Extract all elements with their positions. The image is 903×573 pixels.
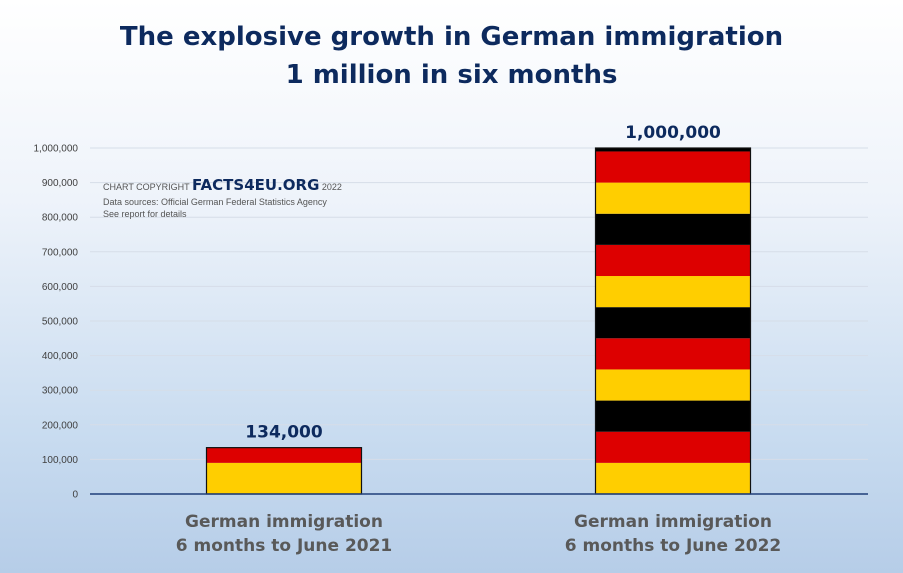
chart-title: The explosive growth in German immigrati… <box>119 22 784 52</box>
bar-stripe <box>595 400 751 432</box>
bar-stripe <box>595 462 751 494</box>
report-note: See report for details <box>103 209 187 219</box>
category-label-2021: German immigration 6 months to June 2021 <box>124 510 444 558</box>
y-tick-label: 200,000 <box>42 420 79 431</box>
copyright-year: 2022 <box>321 182 342 192</box>
y-tick-label: 600,000 <box>42 282 79 293</box>
y-tick-label: 500,000 <box>42 317 79 328</box>
data-label: 134,000 <box>245 423 323 443</box>
copyright-prefix: CHART COPYRIGHT <box>103 182 190 192</box>
y-tick-label: 300,000 <box>42 386 79 397</box>
bar-stripe <box>595 369 751 401</box>
bar-stripe <box>595 431 751 463</box>
copyright-notice: CHART COPYRIGHT FACTS4EU.ORG 2022 <box>103 176 342 194</box>
category-line-2: 6 months to June 2022 <box>564 536 782 556</box>
y-tick-label: 400,000 <box>42 351 79 362</box>
category-line-2: 6 months to June 2021 <box>175 536 393 556</box>
category-line-1: German immigration <box>574 512 772 532</box>
data-label: 1,000,000 <box>625 123 721 143</box>
y-tick-label: 700,000 <box>42 247 79 258</box>
bar-stripe <box>595 213 751 245</box>
data-source: Data sources: Official German Federal St… <box>103 197 327 207</box>
brand-name: FACTS4EU.ORG <box>192 176 320 194</box>
y-tick-label: 0 <box>72 490 78 501</box>
bar-stripe <box>595 307 751 339</box>
bar-stripe <box>595 338 751 370</box>
y-tick-label: 900,000 <box>42 178 79 189</box>
bar-stripe <box>595 276 751 308</box>
bar-stripe <box>595 182 751 214</box>
bar-stripe <box>206 447 362 463</box>
bar-stripe <box>595 151 751 183</box>
bar-stripe <box>595 244 751 277</box>
category-label-2022: German immigration 6 months to June 2022 <box>513 510 833 558</box>
chart-subtitle: 1 million in six months <box>285 60 618 90</box>
y-tick-label: 100,000 <box>42 455 79 466</box>
category-line-1: German immigration <box>185 512 383 532</box>
y-tick-label: 1,000,000 <box>34 144 79 155</box>
bar-stripe <box>206 462 362 494</box>
y-tick-label: 800,000 <box>42 213 79 224</box>
bar-stripe <box>595 148 751 152</box>
